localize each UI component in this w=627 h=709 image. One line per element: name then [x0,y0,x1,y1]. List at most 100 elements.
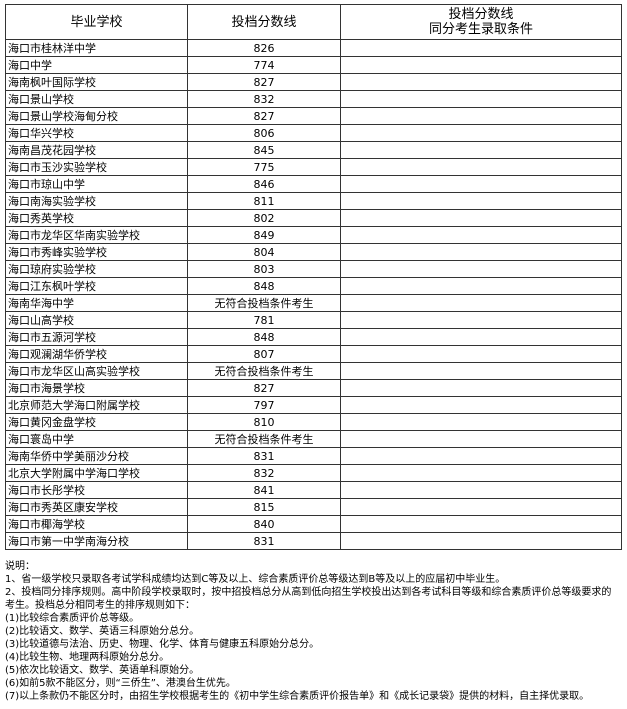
score-cell: 832 [187,90,341,108]
score-cell: 827 [187,73,341,91]
school-cell: 海口市长彤学校 [5,481,188,499]
tie-condition-cell [340,39,622,57]
tie-condition-cell [340,294,622,312]
school-cell: 海口黄冈金盘学校 [5,413,188,431]
school-cell: 海口市龙华区华南实验学校 [5,226,188,244]
tie-condition-cell [340,56,622,74]
tie-condition-cell [340,260,622,278]
score-cell: 831 [187,447,341,465]
note-line: (1)比较综合素质评价总等级。 [5,613,140,624]
school-cell: 海口寰岛中学 [5,430,188,448]
school-cell: 海口景山学校海甸分校 [5,107,188,125]
table-row: 海南华侨中学美丽沙分校 831 [5,447,622,465]
table-row: 海口寰岛中学 无符合投档条件考生 [5,430,622,448]
table-row: 海口市五源河学校 848 [5,328,622,346]
school-cell: 海口山高学校 [5,311,188,329]
table-row: 海口市龙华区山高实验学校 无符合投档条件考生 [5,362,622,380]
score-cell: 840 [187,515,341,533]
tie-condition-cell [340,124,622,142]
school-cell: 北京大学附属中学海口学校 [5,464,188,482]
school-cell: 海口市第一中学南海分校 [5,532,188,550]
school-cell: 海口景山学校 [5,90,188,108]
header-school: 毕业学校 [5,4,188,40]
note-line: (6)如前5款不能区分，则“三侨生”、港澳台生优先。 [5,678,236,689]
tie-condition-cell [340,430,622,448]
school-cell: 海口市桂林洋中学 [5,39,188,57]
table-row: 北京师范大学海口附属学校 797 [5,396,622,414]
school-cell: 海口市椰海学校 [5,515,188,533]
table-row: 海口中学 774 [5,56,622,74]
score-cell: 无符合投档条件考生 [187,362,341,380]
table-row: 海口秀英学校 802 [5,209,622,227]
note-line: (5)依次比较语文、数学、英语单科原始分。 [5,665,200,676]
table-row: 海口景山学校海甸分校 827 [5,107,622,125]
table-row: 海口观澜湖华侨学校 807 [5,345,622,363]
header-tie-condition: 投档分数线 同分考生录取条件 [340,4,622,40]
tie-condition-cell [340,73,622,91]
table-row: 海口市椰海学校 840 [5,515,622,533]
table-header-row: 毕业学校 投档分数线 投档分数线 同分考生录取条件 [5,4,622,40]
score-cell: 无符合投档条件考生 [187,430,341,448]
score-cell: 848 [187,277,341,295]
school-cell: 海口琼府实验学校 [5,260,188,278]
school-cell: 海口市秀英区康安学校 [5,498,188,516]
table-row: 海口市龙华区华南实验学校 849 [5,226,622,244]
note-line: 说明： [5,561,35,572]
score-cell: 848 [187,328,341,346]
school-cell: 海口市玉沙实验学校 [5,158,188,176]
note-line: 2、投档同分排序规则。高中阶段学校录取时，按中招投档总分从高到低向招生学校投出达… [5,587,612,611]
table-row: 海口景山学校 832 [5,90,622,108]
score-cell: 806 [187,124,341,142]
score-cell: 781 [187,311,341,329]
table-row: 海南华海中学 无符合投档条件考生 [5,294,622,312]
school-cell: 海口市五源河学校 [5,328,188,346]
table-row: 海口华兴学校 806 [5,124,622,142]
table-row: 海口市海景学校 827 [5,379,622,397]
school-cell: 海口市龙华区山高实验学校 [5,362,188,380]
table-row: 海口市琼山中学 846 [5,175,622,193]
score-cell: 831 [187,532,341,550]
note-line: 1、省一级学校只录取各考试学科成绩均达到C等及以上、综合素质评价总等级达到B等及… [5,574,506,585]
school-cell: 海口江东枫叶学校 [5,277,188,295]
score-cell: 775 [187,158,341,176]
school-cell: 海南华海中学 [5,294,188,312]
table-row: 北京大学附属中学海口学校 832 [5,464,622,482]
score-cell: 827 [187,379,341,397]
tie-condition-cell [340,158,622,176]
table-body: 海口市桂林洋中学 826 海口中学 774 海南枫叶国际学校 827 海口景山学校 832 海口… [5,39,622,550]
tie-condition-cell [340,175,622,193]
tie-condition-cell [340,141,622,159]
school-cell: 海口市海景学校 [5,379,188,397]
school-cell: 北京师范大学海口附属学校 [5,396,188,414]
tie-condition-cell [340,515,622,533]
table-row: 海口江东枫叶学校 848 [5,277,622,295]
score-cell: 797 [187,396,341,414]
score-cell: 815 [187,498,341,516]
table-row: 海口市秀峰实验学校 804 [5,243,622,261]
score-cell: 803 [187,260,341,278]
tie-condition-cell [340,362,622,380]
school-cell: 海口秀英学校 [5,209,188,227]
header-score: 投档分数线 [187,4,341,40]
score-cell: 810 [187,413,341,431]
score-cell: 841 [187,481,341,499]
table-row: 海口黄冈金盘学校 810 [5,413,622,431]
tie-condition-cell [340,413,622,431]
score-cell: 802 [187,209,341,227]
tie-condition-cell [340,481,622,499]
tie-condition-cell [340,107,622,125]
score-cell: 846 [187,175,341,193]
tie-condition-cell [340,532,622,550]
school-cell: 海口市琼山中学 [5,175,188,193]
table-row: 海南昌茂花园学校 845 [5,141,622,159]
note-line: (4)比较生物、地理两科原始分总分。 [5,652,170,663]
tie-condition-cell [340,345,622,363]
tie-condition-cell [340,464,622,482]
score-cell: 849 [187,226,341,244]
tie-condition-cell [340,498,622,516]
score-cell: 827 [187,107,341,125]
table-row: 海口南海实验学校 811 [5,192,622,210]
table-row: 海口琼府实验学校 803 [5,260,622,278]
tie-condition-cell [340,328,622,346]
